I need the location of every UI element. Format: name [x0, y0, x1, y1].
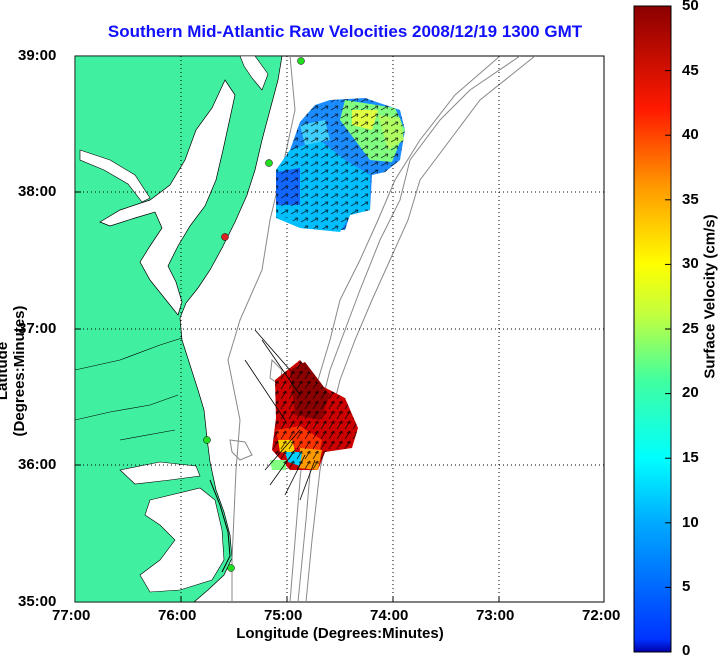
x-tick: 75:00 — [264, 607, 303, 624]
colorbar-tick: 0 — [682, 642, 691, 659]
y-tick: 39:00 — [18, 47, 57, 64]
y-tick: 36:00 — [18, 456, 57, 473]
colorbar-tick: 30 — [682, 255, 699, 272]
x-tick: 76:00 — [158, 607, 197, 624]
station-marker — [227, 564, 235, 572]
y-tick: 35:00 — [18, 593, 57, 610]
velocity-field-south — [244, 329, 358, 501]
x-tick: 74:00 — [370, 607, 409, 624]
colorbar — [633, 5, 672, 653]
potomac-river — [79, 149, 151, 203]
colorbar-tick: 35 — [682, 191, 699, 208]
colorbar-tick: 40 — [682, 126, 699, 143]
station-markers — [203, 57, 305, 572]
station-marker — [297, 57, 305, 65]
colorbar-tick: 15 — [682, 449, 699, 466]
x-tick: 77:00 — [52, 607, 91, 624]
colorbar-tick: 10 — [682, 514, 699, 531]
colorbar-label: Surface Velocity (cm/s) — [701, 214, 719, 379]
x-tick: 72:00 — [582, 607, 621, 624]
delaware-bay — [239, 56, 269, 91]
station-marker — [203, 436, 211, 444]
y-axis-label: Latitude (Degrees:Minutes) — [0, 305, 28, 437]
colorbar-tick: 45 — [682, 62, 699, 79]
colorbar-tick: 20 — [682, 384, 699, 401]
colorbar-tick: 5 — [682, 578, 691, 595]
map-title: Southern Mid-Atlantic Raw Velocities 200… — [107, 22, 583, 41]
velocity-field-north — [276, 98, 405, 232]
y-tick: 37:00 — [18, 320, 57, 337]
station-marker — [265, 159, 273, 167]
y-tick: 38:00 — [18, 183, 57, 200]
colorbar-tick: 25 — [682, 320, 699, 337]
albemarle-sound — [119, 461, 201, 485]
colorbar-tick: 50 — [682, 0, 699, 14]
pamlico-sound — [139, 487, 225, 593]
x-axis-label: Longitude (Degrees:Minutes) — [236, 625, 444, 642]
x-tick: 73:00 — [476, 607, 515, 624]
station-marker — [221, 233, 229, 241]
